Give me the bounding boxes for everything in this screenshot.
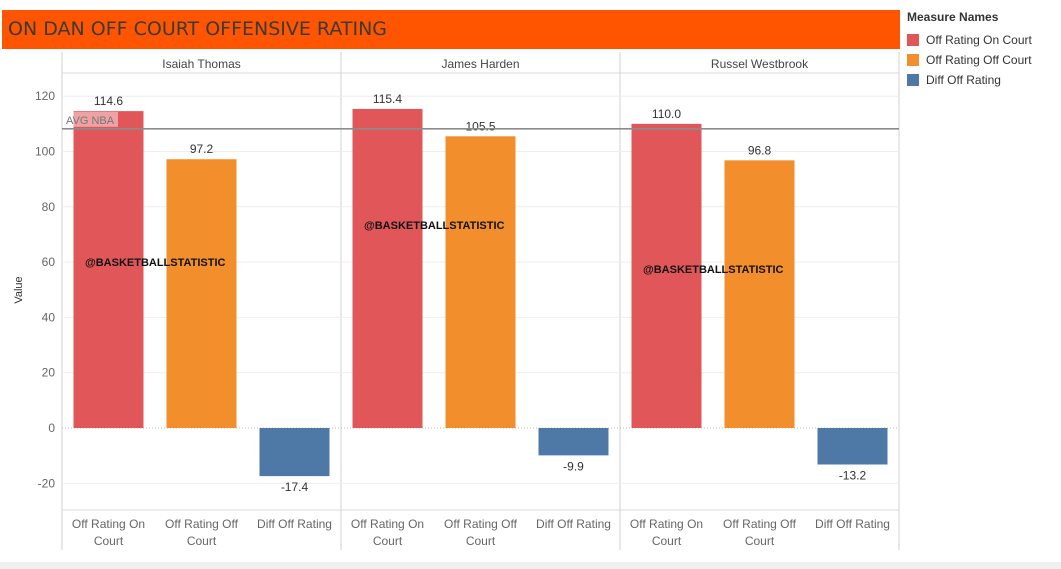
legend-swatch-on-court [907, 34, 919, 46]
watermark-text: @BASKETBALLSTATISTIC [85, 257, 226, 269]
bar [259, 428, 330, 477]
footer-strip [0, 562, 1061, 569]
y-tick-label: 0 [48, 421, 55, 435]
watermark-text: @BASKETBALLSTATISTIC [364, 220, 505, 232]
bar [817, 428, 888, 465]
legend-item-on-court[interactable]: Off Rating On Court [907, 30, 1057, 50]
legend-title: Measure Names [907, 10, 999, 24]
y-tick-label: 100 [35, 145, 55, 159]
category-label: Off Rating Off [165, 517, 239, 531]
data-label: 96.8 [748, 143, 772, 157]
y-axis-label: Value [13, 276, 25, 303]
data-label: -17.4 [281, 480, 309, 494]
data-label: 115.4 [373, 92, 402, 106]
reference-line-label: AVG NBA [66, 115, 115, 127]
legend-label-diff: Diff Off Rating [926, 73, 1001, 87]
category-label: Court [187, 534, 217, 548]
category-label: Court [373, 534, 403, 548]
category-label: Off Rating On [630, 517, 703, 531]
y-tick-label: 80 [42, 200, 56, 214]
data-label: -9.9 [563, 459, 584, 473]
data-label: 114.6 [94, 94, 123, 108]
title-bar: ON DAN OFF COURT OFFENSIVE RATING [2, 10, 900, 49]
bar [73, 111, 144, 429]
category-label: Off Rating On [351, 517, 424, 531]
panel-header: James Harden [441, 57, 519, 71]
legend-label-off-court: Off Rating Off Court [926, 53, 1032, 67]
y-tick-label: 60 [42, 255, 56, 269]
data-label: 110.0 [652, 107, 681, 121]
category-label: Off Rating Off [723, 517, 797, 531]
data-label: -13.2 [839, 468, 867, 482]
legend-swatch-diff [907, 74, 919, 86]
data-label: 105.5 [465, 119, 495, 133]
chart-title: ON DAN OFF COURT OFFENSIVE RATING [8, 18, 388, 40]
y-tick-label: -20 [38, 476, 56, 490]
watermark-text: @BASKETBALLSTATISTIC [643, 264, 784, 276]
bar [724, 160, 795, 428]
category-label: Diff Off Rating [815, 517, 890, 531]
bar [445, 136, 516, 429]
category-label: Court [652, 534, 682, 548]
category-label: Court [466, 534, 496, 548]
category-label: Court [745, 534, 775, 548]
legend-label-on-court: Off Rating On Court [926, 33, 1032, 47]
category-label: Court [94, 534, 124, 548]
reference-label-bg [63, 111, 118, 127]
legend-item-diff[interactable]: Diff Off Rating [907, 70, 1057, 90]
legend: Measure Names Off Rating On Court Off Ra… [907, 10, 1057, 90]
bar [631, 123, 702, 428]
legend-item-off-court[interactable]: Off Rating Off Court [907, 50, 1057, 70]
panel-header: Isaiah Thomas [162, 57, 241, 71]
panel-header: Russel Westbrook [711, 57, 809, 71]
category-label: Diff Off Rating [257, 517, 332, 531]
category-label: Diff Off Rating [536, 517, 611, 531]
y-tick-label: 40 [42, 310, 56, 324]
data-label: 97.2 [190, 142, 214, 156]
legend-swatch-off-court [907, 54, 919, 66]
bar [538, 428, 609, 456]
category-label: Off Rating On [72, 517, 145, 531]
bar [352, 108, 423, 428]
y-tick-label: 20 [42, 366, 56, 380]
category-label: Off Rating Off [444, 517, 518, 531]
y-tick-label: 120 [35, 89, 55, 103]
bar [166, 159, 237, 428]
